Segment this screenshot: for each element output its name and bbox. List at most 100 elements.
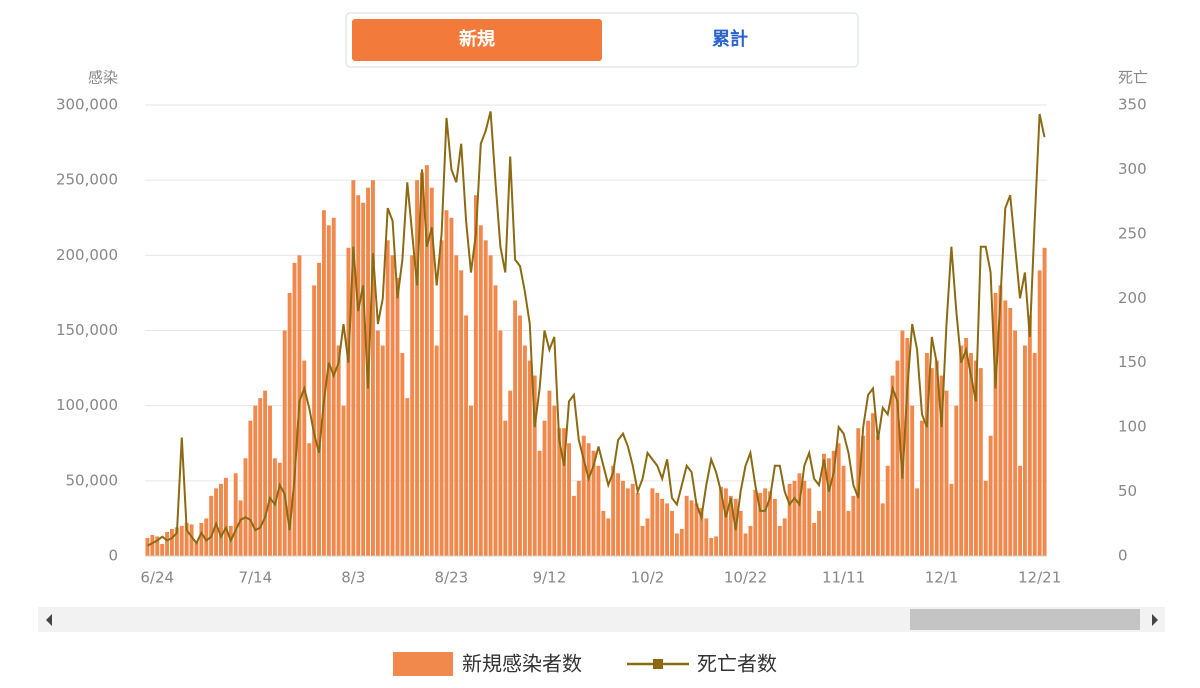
y2-tick-label: 150 (1118, 353, 1147, 371)
bar (248, 420, 253, 556)
legend-marker (653, 659, 663, 669)
x-tick-label: 11/11 (822, 569, 865, 587)
x-tick-label: 6/24 (140, 569, 174, 587)
bar (1032, 353, 1037, 556)
bar (753, 489, 758, 556)
scroll-right[interactable] (1152, 614, 1158, 626)
bar (689, 500, 694, 556)
bar (924, 353, 929, 556)
bar (670, 510, 674, 556)
legend-label: 死亡者数 (697, 652, 777, 676)
bar (429, 187, 434, 556)
bar (929, 368, 934, 556)
bar (449, 217, 454, 556)
bar (645, 518, 650, 556)
bar (758, 492, 763, 556)
bar (871, 413, 875, 556)
legend-swatch (393, 652, 453, 676)
bar (1008, 307, 1013, 556)
bar (287, 292, 292, 556)
bar (464, 315, 469, 556)
bar (983, 480, 988, 556)
bar (817, 510, 822, 556)
bar (777, 525, 782, 556)
bar (635, 492, 640, 556)
bar (768, 491, 772, 556)
bar (165, 531, 170, 556)
bar (723, 488, 728, 556)
bar (728, 495, 733, 556)
x-tick-label: 10/22 (724, 569, 767, 587)
bar (459, 270, 464, 556)
legend-label: 新規感染者数 (462, 652, 582, 676)
bar (483, 240, 488, 557)
bar (596, 465, 601, 556)
bar (910, 405, 915, 556)
bar (174, 527, 179, 556)
tab-label[interactable]: 新規 (459, 28, 495, 50)
bar (630, 483, 635, 556)
x-tick-label: 12/21 (1018, 569, 1061, 587)
bar (1013, 330, 1018, 556)
bar (826, 458, 831, 556)
bar (704, 518, 709, 556)
bar (478, 225, 483, 556)
bar (317, 262, 321, 556)
y-tick-label: 0 (108, 547, 118, 565)
bar (302, 360, 307, 556)
bar (601, 510, 606, 556)
bar (434, 345, 439, 556)
bar (684, 495, 689, 556)
bar (988, 435, 993, 556)
bar (959, 345, 964, 556)
bar (518, 315, 522, 556)
bar (900, 330, 905, 556)
tab-label[interactable]: 累計 (712, 28, 748, 50)
bar (243, 458, 248, 556)
bar (993, 292, 998, 556)
y-axis-title: 感染 (88, 69, 118, 87)
y2-tick-label: 0 (1118, 547, 1128, 565)
bar (439, 240, 444, 557)
bar (709, 537, 714, 556)
bar (189, 524, 194, 556)
bar (763, 488, 768, 556)
bar (939, 375, 944, 556)
x-tick-label: 9/12 (533, 569, 567, 587)
bar (238, 500, 243, 556)
bar (616, 473, 621, 556)
bar (890, 375, 895, 556)
bar (895, 360, 900, 556)
x-tick-label: 8/3 (341, 569, 365, 587)
bar (204, 518, 209, 556)
y2-tick-label: 300 (1118, 160, 1147, 178)
bar (527, 360, 532, 556)
bar (851, 495, 856, 556)
bar (405, 398, 410, 556)
bar (567, 443, 571, 556)
bar (586, 443, 591, 556)
bar (420, 172, 424, 556)
bar (772, 498, 777, 556)
bar (209, 495, 214, 556)
bar (493, 285, 498, 556)
y-tick-label: 50,000 (66, 471, 119, 489)
scrollbar-thumb[interactable] (910, 609, 1140, 630)
bar (258, 398, 263, 556)
bar (949, 483, 954, 556)
bar (508, 390, 513, 556)
bar (836, 443, 841, 556)
bar (522, 345, 527, 556)
bar (1042, 247, 1047, 557)
tab-active[interactable] (352, 19, 602, 61)
bar (155, 536, 160, 556)
bar (321, 210, 326, 556)
y2-tick-label: 350 (1118, 96, 1147, 114)
bar (738, 510, 743, 556)
scroll-left[interactable] (46, 614, 52, 626)
bar (714, 536, 719, 556)
bar (469, 405, 473, 556)
bar (866, 420, 871, 556)
bar (821, 453, 826, 556)
